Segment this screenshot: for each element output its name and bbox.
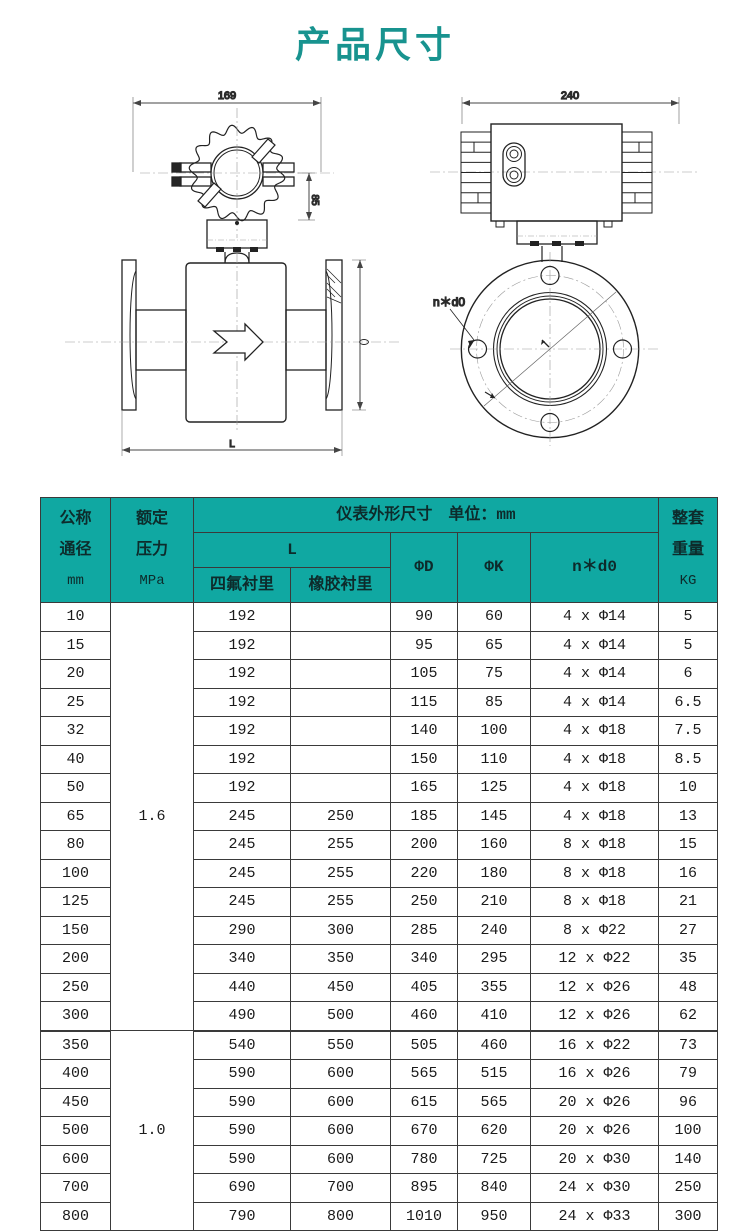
svg-text:L: L [229,439,235,450]
svg-text:169: 169 [218,90,236,102]
svg-text:85: 85 [309,194,320,206]
svg-text:240: 240 [561,90,579,102]
svg-text:n＊d0: n＊d0 [433,295,465,309]
